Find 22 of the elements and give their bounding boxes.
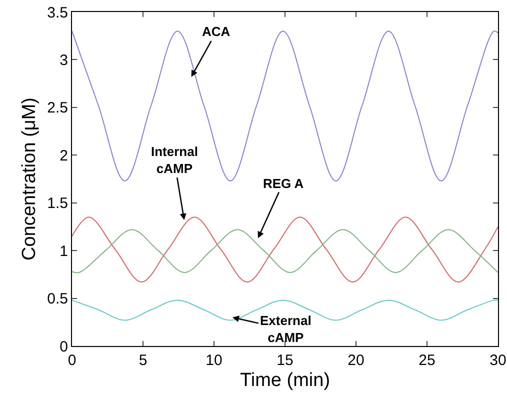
- y-tick-label: 0.5: [47, 290, 68, 308]
- y-tick-label: 1.5: [47, 195, 68, 212]
- x-tick-label: 20: [348, 352, 364, 369]
- y-tick-label: 0: [60, 338, 68, 356]
- y-axis-title: Concentration (μM): [18, 97, 40, 261]
- y-tick-label: 1: [60, 242, 68, 260]
- y-tick-label: 2.5: [47, 100, 68, 117]
- y-tick-label: 3.5: [47, 4, 68, 22]
- x-tick-label: 30: [490, 352, 506, 369]
- annotation: ACA: [202, 24, 231, 39]
- y-tick-label: 3: [60, 52, 68, 69]
- x-tick-label: 15: [276, 352, 294, 369]
- line-series: [72, 229, 498, 274]
- annotation: External cAMP: [260, 313, 312, 345]
- annotation: Internal cAMP: [151, 144, 198, 176]
- x-tick-label: 10: [206, 352, 222, 369]
- line-series: [72, 216, 498, 283]
- y-tick-label: 2: [60, 147, 68, 164]
- x-axis-title: Time (min): [240, 370, 330, 391]
- annotation: REG A: [263, 176, 304, 191]
- x-tick-label: 25: [418, 352, 436, 369]
- x-tick-label: 5: [138, 352, 148, 369]
